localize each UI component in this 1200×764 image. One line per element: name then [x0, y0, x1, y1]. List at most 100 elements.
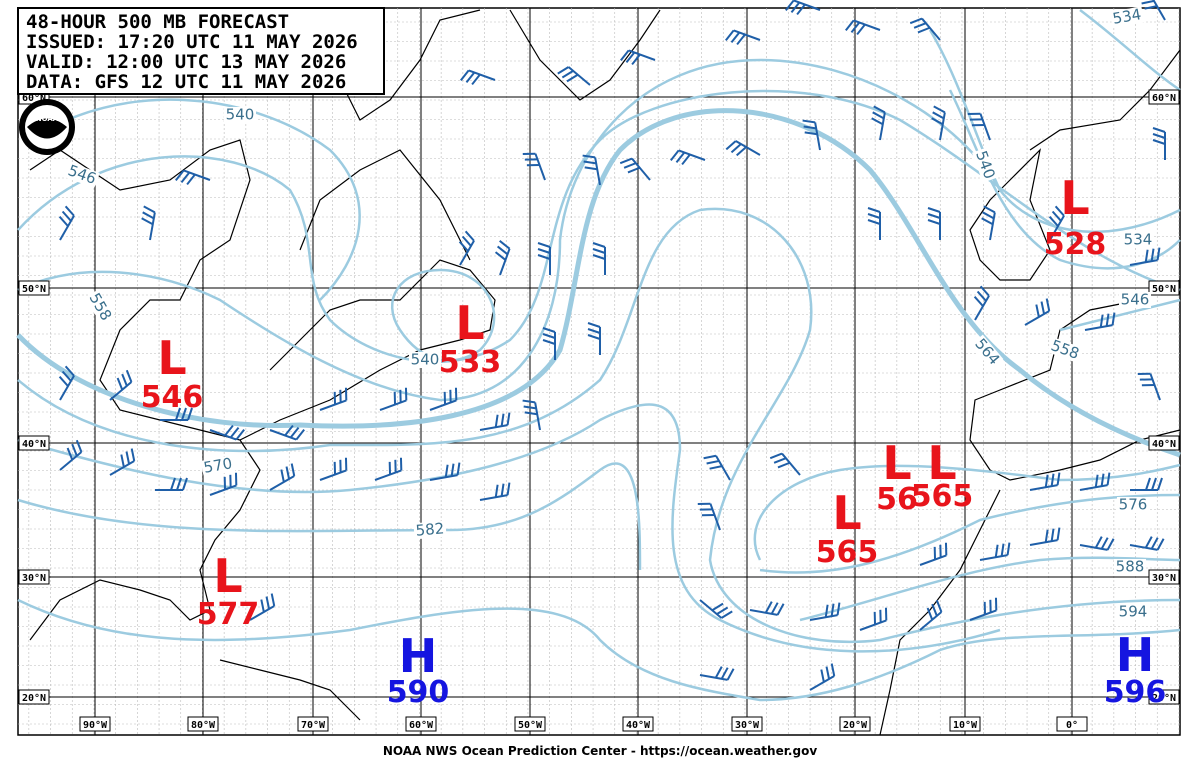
barb-feather — [730, 31, 741, 44]
barb-shaft — [919, 554, 947, 566]
contour — [928, 29, 1181, 234]
geo-label-box — [1148, 280, 1180, 296]
barb-feather — [856, 23, 866, 36]
geo-label: 20°W — [843, 720, 868, 731]
wind-barb — [155, 477, 188, 491]
barb-feather — [830, 603, 835, 617]
barb-feather — [404, 387, 408, 401]
center-value: 596 — [1104, 675, 1167, 710]
barb-feather — [461, 235, 472, 247]
barb-shaft — [735, 140, 761, 156]
barb-shaft — [109, 381, 133, 401]
barb-feather — [542, 327, 556, 333]
barb-feather — [500, 483, 505, 497]
wind-barb — [1024, 298, 1051, 326]
barb-feather — [871, 117, 884, 126]
barb-shaft — [699, 674, 728, 681]
barb-shaft — [59, 451, 83, 471]
logo-bird — [27, 118, 67, 139]
geo-label: 30°N — [22, 573, 46, 584]
wind-barb — [670, 149, 706, 166]
barb-feather — [333, 461, 337, 475]
barb-feather — [524, 411, 538, 416]
barb-shaft — [809, 675, 835, 691]
wind-barb — [269, 463, 296, 491]
wind-barb — [1129, 247, 1161, 266]
barb-shaft — [715, 455, 731, 481]
barb-shaft — [989, 212, 996, 241]
barb-feather — [1100, 473, 1105, 487]
wind-barb — [160, 407, 193, 421]
wind-barb — [1048, 205, 1065, 241]
barb-shaft — [1024, 310, 1050, 326]
barb-feather — [394, 459, 397, 473]
barb-feather — [587, 334, 601, 340]
barb-feather — [393, 391, 397, 405]
barb-feather — [1156, 538, 1165, 551]
barb-feather — [703, 454, 717, 460]
barb-feather — [1156, 247, 1161, 261]
wind-barb — [919, 599, 943, 631]
wind-barb — [725, 140, 761, 157]
contour-label-bg — [1119, 292, 1151, 308]
barb-feather — [592, 248, 606, 254]
barb-shaft — [1084, 324, 1113, 331]
barb-feather — [542, 339, 556, 345]
wind-barb — [429, 462, 461, 481]
barb-feather — [582, 154, 596, 159]
barb-feather — [344, 457, 348, 471]
barb-feather — [1050, 528, 1055, 542]
barb-feather — [223, 476, 227, 490]
center-value: 565 — [911, 479, 974, 514]
wind-barbs — [58, 0, 1166, 691]
barb-feather — [967, 112, 981, 116]
barb-feather — [182, 477, 188, 491]
barb-feather — [623, 162, 637, 169]
barb-shaft — [939, 112, 946, 141]
geo-label: 50°W — [518, 720, 543, 731]
barb-shaft — [374, 469, 402, 481]
barb-feather — [388, 461, 392, 475]
contour-label-bg — [1117, 604, 1149, 620]
geo-label: 40°N — [22, 439, 46, 450]
barb-feather — [499, 240, 511, 250]
barb-shaft — [1029, 539, 1058, 546]
barb-feather — [1094, 536, 1103, 549]
barb-feather — [284, 424, 294, 437]
geo-label-box — [622, 716, 654, 732]
barb-feather — [803, 125, 817, 130]
center-value: 590 — [387, 675, 450, 710]
barb-feather — [917, 26, 931, 34]
barb-feather — [931, 117, 944, 126]
barb-feather — [625, 51, 636, 64]
contour-label-bg — [413, 520, 447, 540]
barb-shaft — [594, 157, 601, 186]
wind-barb — [1079, 472, 1111, 491]
barb-feather — [1044, 474, 1049, 488]
geo-label: 20°N — [22, 693, 46, 704]
wind-barb — [973, 285, 990, 321]
contour-label: 588 — [1116, 558, 1145, 576]
barb-feather — [557, 66, 570, 75]
barb-shaft — [249, 605, 275, 621]
barb-feather — [592, 254, 606, 260]
barb-feather — [927, 207, 941, 213]
contour-label-bg — [970, 334, 1004, 370]
contour — [17, 89, 1181, 364]
barb-feather — [465, 71, 476, 84]
wind-barb — [969, 597, 998, 621]
barb-feather — [587, 322, 601, 328]
header-line: VALID: 12:00 UTC 13 MAY 2026 — [26, 51, 346, 73]
wind-barb — [809, 663, 836, 691]
wind-barb — [209, 472, 238, 496]
wind-barb — [1029, 472, 1061, 491]
barb-feather — [344, 387, 348, 401]
wind-barb — [458, 230, 475, 266]
wind-barb — [460, 69, 496, 86]
barb-feather — [969, 118, 983, 121]
barb-feather — [456, 462, 461, 476]
contour — [17, 598, 1181, 702]
geo-label-box — [18, 280, 50, 296]
